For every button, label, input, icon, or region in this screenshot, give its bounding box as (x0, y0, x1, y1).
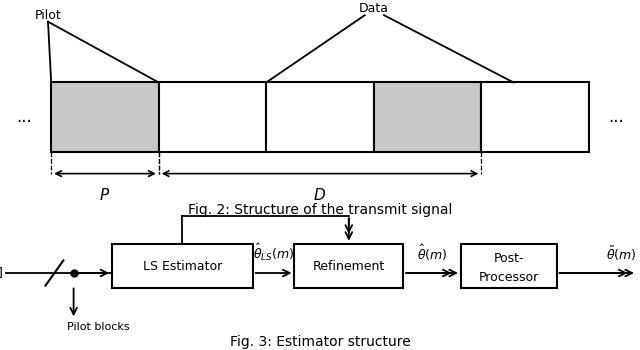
Text: ...: ... (608, 108, 623, 126)
Bar (159, 83, 266, 152)
Text: Data: Data (358, 2, 388, 15)
Bar (481, 83, 589, 152)
Text: Fig. 3: Estimator structure: Fig. 3: Estimator structure (230, 335, 410, 349)
Text: Processor: Processor (479, 271, 539, 284)
Text: Fig. 2: Structure of the transmit signal: Fig. 2: Structure of the transmit signal (188, 203, 452, 217)
Text: Post-: Post- (493, 252, 524, 266)
Text: Refinement: Refinement (313, 259, 385, 273)
Text: $P$: $P$ (99, 187, 111, 203)
Bar (294, 244, 403, 288)
Text: Pilot blocks: Pilot blocks (67, 322, 130, 332)
Text: LS Estimator: LS Estimator (143, 259, 222, 273)
Bar (374, 83, 481, 152)
Text: $\hat{\theta}_{LS}(m)$: $\hat{\theta}_{LS}(m)$ (253, 242, 294, 263)
Text: $D$: $D$ (314, 187, 326, 203)
Text: Pilot: Pilot (35, 9, 62, 22)
Text: $\tilde{\theta}(m)$: $\tilde{\theta}(m)$ (606, 245, 637, 263)
Text: $\hat{\theta}(m)$: $\hat{\theta}(m)$ (417, 243, 447, 263)
Bar (51, 83, 159, 152)
Bar (461, 244, 557, 288)
Bar (266, 83, 374, 152)
Bar (112, 244, 253, 288)
Text: $r[k]$: $r[k]$ (0, 266, 3, 280)
Text: ...: ... (17, 108, 32, 126)
